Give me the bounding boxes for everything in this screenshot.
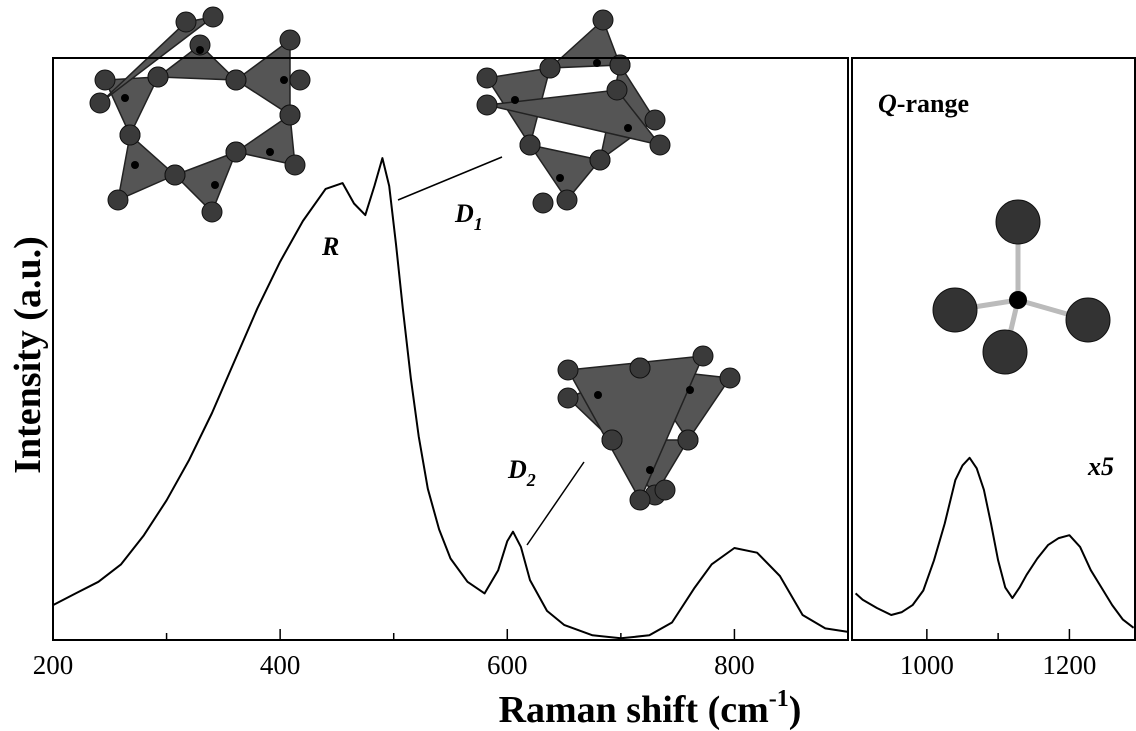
annotation-subscript: 1 (474, 214, 483, 234)
tetrahedron (173, 150, 238, 214)
annotation-text: R (321, 232, 339, 261)
atom (995, 199, 1041, 245)
atom (119, 124, 141, 146)
atom (692, 345, 714, 367)
annotation: R (321, 232, 339, 261)
atom (1065, 297, 1111, 343)
x-axis-label-suffix: ) (789, 689, 802, 731)
atom (147, 66, 169, 88)
tetrahedron (155, 44, 238, 81)
atom-center (594, 391, 602, 399)
atom-center (511, 96, 519, 104)
atom (609, 54, 631, 76)
atom (476, 94, 498, 116)
atom (719, 367, 741, 389)
tetrahedron (234, 113, 296, 166)
atom (279, 29, 301, 51)
atom-center (556, 174, 564, 182)
x-tick-label: 1000 (900, 650, 954, 680)
x-tick-label: 200 (33, 650, 74, 680)
atom (225, 69, 247, 91)
annotation: x5 (1087, 452, 1114, 481)
x-tick-label: 800 (714, 650, 755, 680)
atom (556, 189, 578, 211)
atom (189, 34, 211, 56)
annotation: D2 (507, 455, 536, 490)
atom (175, 11, 197, 33)
atom (532, 192, 554, 214)
atom-center (131, 161, 139, 169)
atom (649, 134, 671, 156)
atom (476, 67, 498, 89)
spectrum-line (854, 456, 1135, 629)
atom-center (280, 76, 288, 84)
atom (289, 69, 311, 91)
y-axis-label: Intensity (a.u.) (7, 236, 49, 474)
atom-center (593, 59, 601, 67)
atom (932, 287, 978, 333)
x-axis-label-superscript: -1 (769, 686, 789, 712)
annotation: Q-range (878, 89, 969, 118)
atom (225, 141, 247, 163)
atom (201, 201, 223, 223)
x-axis-label-text: Raman shift (cm (499, 689, 769, 731)
plot-frame (52, 57, 849, 641)
plot-frame (851, 57, 1136, 641)
atom-center (121, 94, 129, 102)
atom (592, 9, 614, 31)
annotation-subscript: 2 (526, 470, 536, 490)
x-tick-label: 1200 (1042, 650, 1096, 680)
atom (677, 429, 699, 451)
annotation-connector (526, 461, 585, 546)
atom-center (624, 124, 632, 132)
annotation-suffix: -range (897, 89, 969, 118)
atom (519, 134, 541, 156)
atom (557, 359, 579, 381)
atom (539, 57, 561, 79)
atom (89, 92, 111, 114)
atom (982, 329, 1028, 375)
atom-center (196, 46, 204, 54)
molecule-illustrations (89, 6, 1111, 511)
atom-center (686, 386, 694, 394)
annotation-text: D (454, 199, 474, 228)
atom (164, 164, 186, 186)
x-axis-label: Raman shift (cm-1) (499, 686, 802, 731)
tetrahedron (117, 133, 177, 202)
atom (606, 79, 628, 101)
x-tick-label: 600 (487, 650, 528, 680)
atom-center (646, 466, 654, 474)
atom (284, 154, 306, 176)
x-tick-label: 400 (260, 650, 301, 680)
atom-center (1009, 291, 1027, 309)
spectrum-line (52, 157, 849, 640)
atom (107, 189, 129, 211)
atom (654, 479, 676, 501)
atom (202, 6, 224, 28)
tetrahedron (547, 18, 622, 69)
annotation-text: D (507, 455, 527, 484)
atom (557, 387, 579, 409)
annotation-connector (397, 156, 503, 201)
tetrahedron (528, 143, 602, 202)
atom (644, 109, 666, 131)
annotation: D1 (454, 199, 483, 234)
annotation-text: x5 (1087, 452, 1114, 481)
atom (279, 104, 301, 126)
atom-center (266, 148, 274, 156)
atom (629, 489, 651, 511)
atom (94, 69, 116, 91)
atom-center (211, 181, 219, 189)
atom (629, 357, 651, 379)
atom (589, 149, 611, 171)
tetrahedron (99, 16, 214, 104)
annotation-text: Q (878, 89, 897, 118)
atom (601, 429, 623, 451)
tetrahedron (486, 89, 662, 147)
